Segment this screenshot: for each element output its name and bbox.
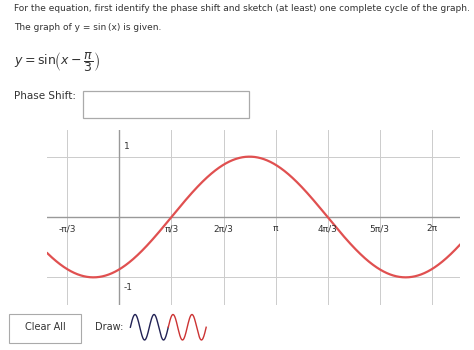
Text: 5π/3: 5π/3 (370, 224, 390, 233)
FancyBboxPatch shape (9, 314, 81, 343)
Text: Phase Shift:: Phase Shift: (14, 91, 76, 101)
Text: Draw:: Draw: (95, 322, 123, 332)
Text: $y = \sin\!\left(x - \dfrac{\pi}{3}\right)$: $y = \sin\!\left(x - \dfrac{\pi}{3}\righ… (14, 50, 100, 74)
Text: -1: -1 (124, 282, 133, 292)
Text: 4π/3: 4π/3 (318, 224, 337, 233)
Text: 2π/3: 2π/3 (214, 224, 233, 233)
Text: Clear All: Clear All (25, 322, 65, 332)
Text: π: π (273, 224, 278, 233)
Text: -π/3: -π/3 (59, 224, 76, 233)
Text: 1: 1 (124, 142, 129, 152)
Text: 2π: 2π (426, 224, 437, 233)
FancyBboxPatch shape (83, 91, 249, 118)
Text: For the equation, first identify the phase shift and sketch (at least) one compl: For the equation, first identify the pha… (14, 4, 470, 13)
Text: The graph of y = sin (x) is given.: The graph of y = sin (x) is given. (14, 23, 162, 32)
Text: π/3: π/3 (164, 224, 179, 233)
